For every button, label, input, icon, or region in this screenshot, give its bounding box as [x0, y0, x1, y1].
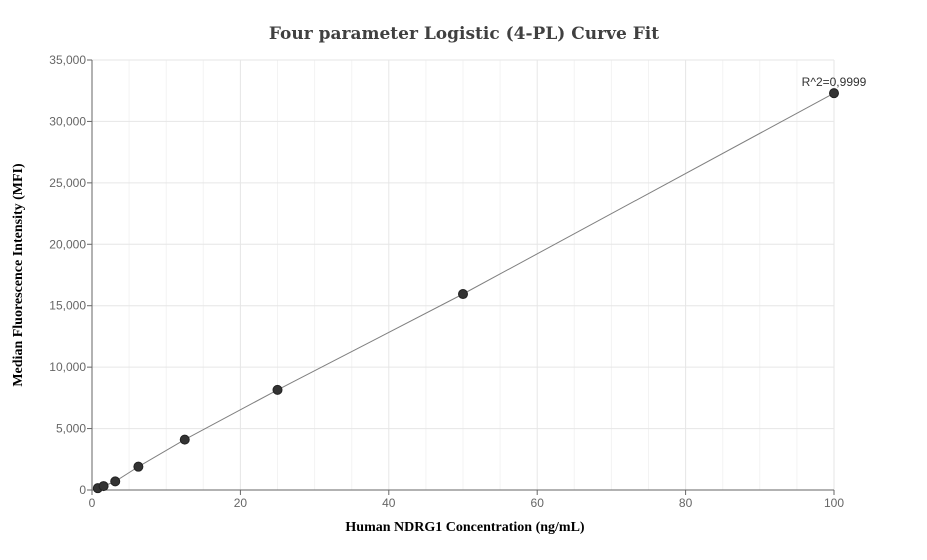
- y-tick-label: 15,000: [49, 299, 86, 313]
- data-point: [272, 384, 283, 395]
- data-point: [829, 88, 839, 99]
- data-point: [98, 481, 109, 492]
- data-point: [133, 461, 144, 472]
- y-tick-label: 20,000: [49, 237, 86, 251]
- data-point: [458, 289, 468, 300]
- y-tick-label: 0: [79, 483, 86, 497]
- axes: 0 20 40 60 80 100 0 5,000 10,000 15,000 20,000 25,0…: [49, 53, 844, 510]
- y-tick-label: 10,000: [49, 360, 86, 374]
- x-tick-label: 20: [234, 496, 248, 510]
- y-tick-label: 5,000: [56, 422, 86, 436]
- r-squared-annotation: R^2=0,9999: [802, 75, 867, 89]
- grid: [92, 59, 835, 490]
- y-tick-label: 35,000: [49, 53, 86, 67]
- x-axis-label: Human NDRG1 Concentration (ng/mL): [345, 520, 585, 535]
- x-tick-label: 100: [824, 496, 844, 510]
- x-tick-label: 40: [382, 496, 396, 510]
- x-tick-label: 60: [531, 496, 545, 510]
- y-tick-label: 30,000: [49, 114, 86, 128]
- data-point: [179, 434, 190, 445]
- y-tick-label: 25,000: [49, 176, 86, 190]
- data-point: [110, 476, 121, 487]
- x-tick-label: 80: [679, 496, 693, 510]
- y-axis-label: Median Fluorescence Intensity (MFI): [11, 163, 26, 387]
- x-tick-label: 0: [89, 496, 96, 510]
- chart-title: Four parameter Logistic (4-PL) Curve Fit: [269, 24, 659, 44]
- data-points: [92, 88, 839, 494]
